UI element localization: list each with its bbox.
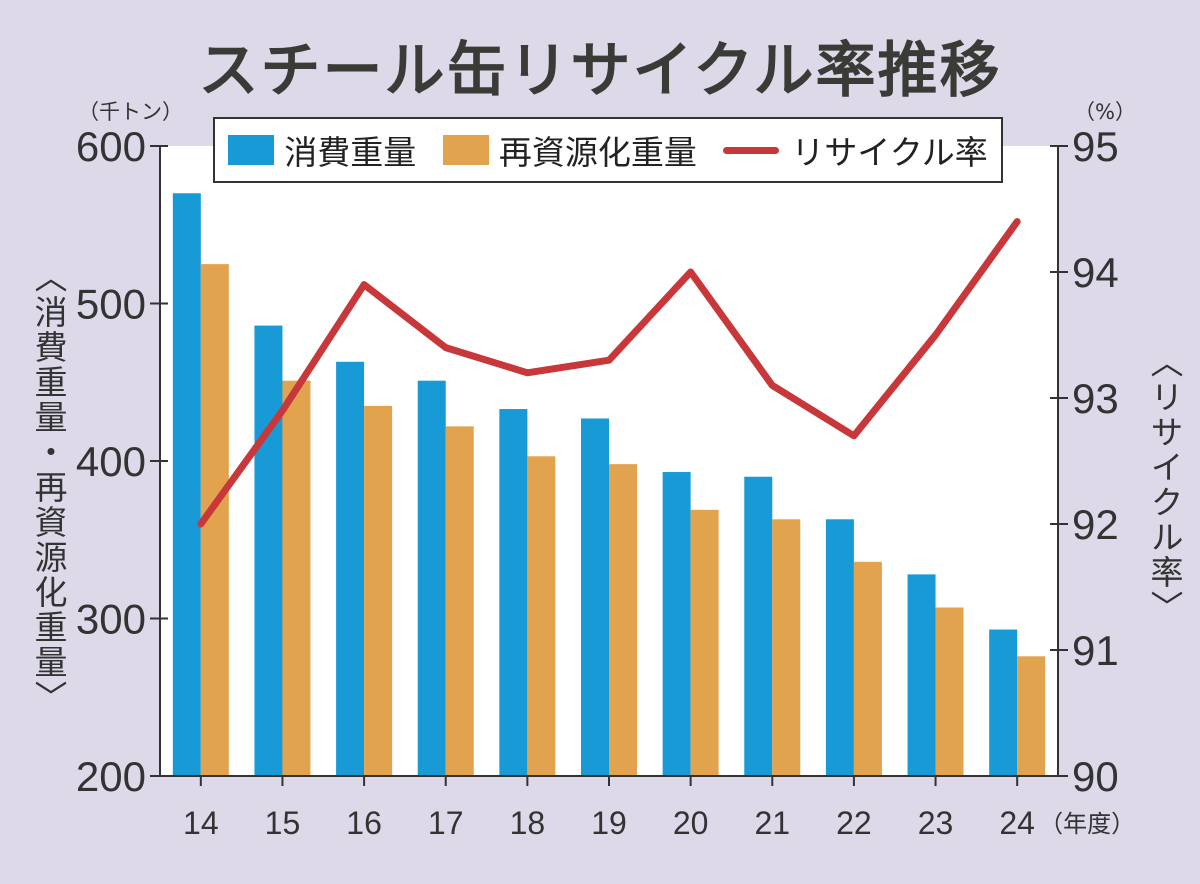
legend-swatch-consumption <box>228 135 275 165</box>
x-tick-label: 17 <box>428 805 464 841</box>
legend-label-recycled: 再資源化重量 <box>498 133 697 172</box>
left-tick-label: 600 <box>76 123 146 170</box>
legend-item-rate: リサイクル率 <box>723 126 988 174</box>
right-axis-unit: （%） <box>1074 100 1136 124</box>
left-tick-label: 200 <box>76 753 146 800</box>
x-tick-label: 15 <box>265 805 301 841</box>
legend-item-recycled: 再資源化重量 <box>442 126 697 174</box>
x-tick-label: 14 <box>183 805 219 841</box>
bar-recycled <box>527 456 556 776</box>
bar-recycled <box>282 380 311 776</box>
x-tick-label: 20 <box>673 805 709 841</box>
right-tick-label: 90 <box>1072 753 1119 800</box>
right-tick-label: 94 <box>1072 249 1119 296</box>
bar-recycled <box>853 561 882 776</box>
bar-consumption <box>172 193 201 776</box>
x-tick-label: 22 <box>836 805 872 841</box>
x-tick-label: 23 <box>918 805 954 841</box>
legend-label-consumption: 消費重量 <box>284 133 417 172</box>
legend-label-rate: リサイクル率 <box>791 133 988 172</box>
legend: 消費重量 再資源化重量 リサイクル率 <box>213 117 1003 183</box>
legend-swatch-rate <box>723 146 780 154</box>
right-tick-label: 91 <box>1072 627 1119 674</box>
legend-swatch-recycled <box>442 135 489 165</box>
bar-recycled <box>690 509 719 776</box>
bar-recycled <box>772 519 801 776</box>
bar-consumption <box>417 380 446 776</box>
rate-line <box>197 218 1021 528</box>
x-tick-label: 19 <box>591 805 627 841</box>
left-tick-label: 500 <box>76 281 146 328</box>
x-tick-label: 21 <box>754 805 790 841</box>
right-axis-title: 〈リサイクル率〉 <box>1145 345 1184 625</box>
left-tick-label: 400 <box>76 438 146 485</box>
left-axis-title: 〈消費重量・再資源化重量〉 <box>29 260 68 715</box>
bar-consumption <box>662 472 691 776</box>
bar-consumption <box>825 519 854 776</box>
bar-consumption <box>907 574 936 776</box>
bar-recycled <box>609 464 637 776</box>
left-tick-label: 300 <box>76 596 146 643</box>
legend-item-consumption: 消費重量 <box>228 126 416 174</box>
bar-consumption <box>744 476 773 776</box>
bar-consumption <box>499 409 528 776</box>
bar-recycled <box>1017 656 1046 776</box>
right-tick-label: 95 <box>1072 123 1119 170</box>
bar-recycled <box>445 426 474 776</box>
x-tick-label: 18 <box>510 805 546 841</box>
bar-consumption <box>254 325 283 776</box>
right-tick-label: 92 <box>1072 501 1119 548</box>
x-tick-label: 24 <box>999 805 1035 841</box>
chart-title: スチール缶リサイクル率推移 <box>198 36 1002 106</box>
x-tick-label: 16 <box>346 805 382 841</box>
left-axis-unit: （千トン） <box>78 100 183 124</box>
bar-consumption <box>336 361 365 776</box>
bar-recycled <box>935 607 964 776</box>
x-axis-unit: （年度） <box>1039 810 1135 838</box>
right-tick-label: 93 <box>1072 375 1119 422</box>
bar-consumption <box>581 418 609 776</box>
bar-consumption <box>989 629 1018 776</box>
bar-recycled <box>364 405 393 776</box>
